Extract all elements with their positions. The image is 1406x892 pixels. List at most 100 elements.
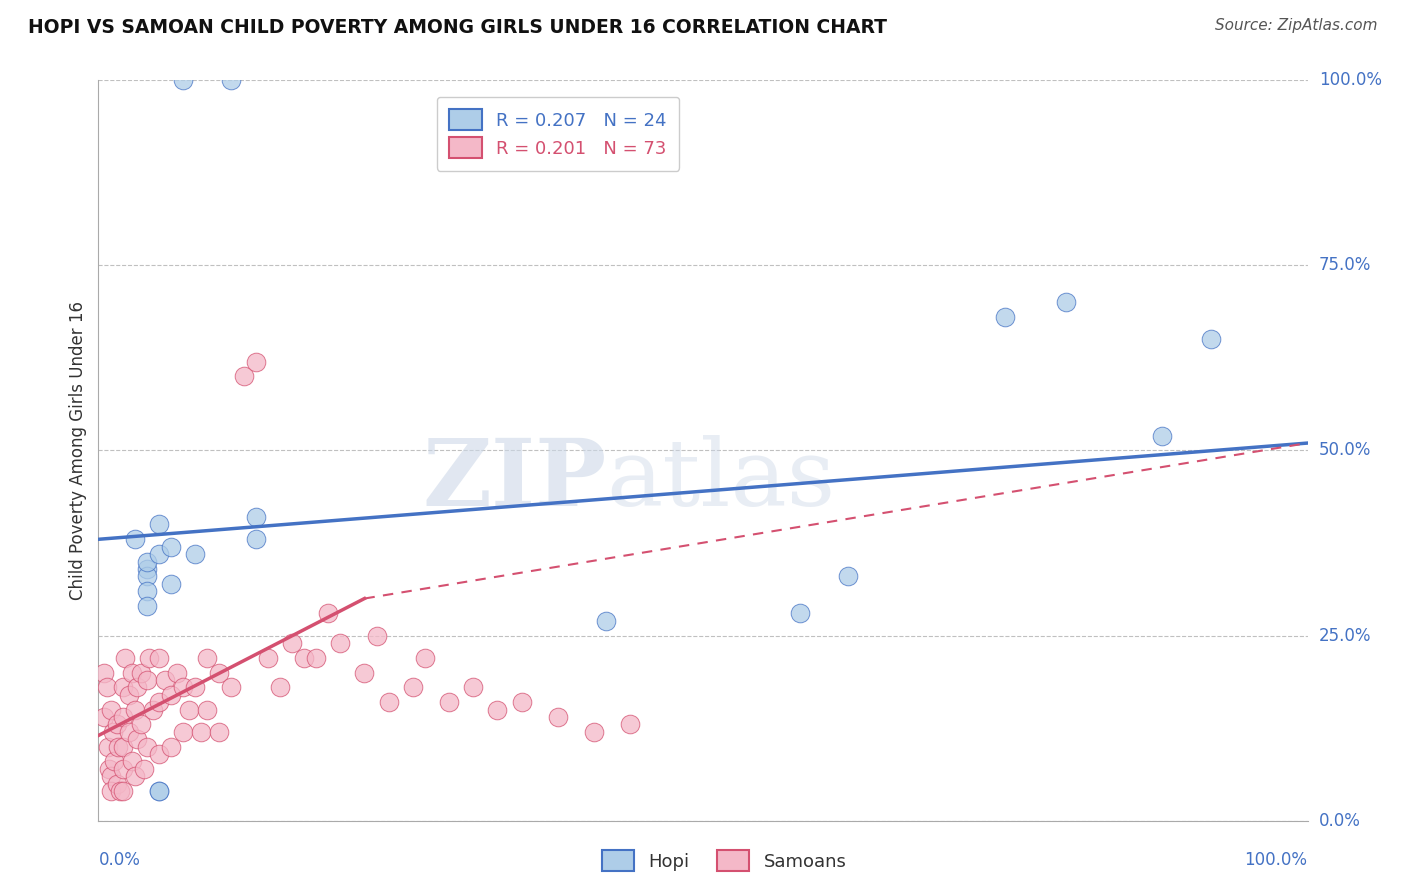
Point <box>129 717 152 731</box>
Point <box>93 665 115 680</box>
Point <box>135 555 157 569</box>
Point <box>486 703 509 717</box>
Point <box>124 703 146 717</box>
Point <box>127 681 149 695</box>
Point <box>124 533 146 547</box>
Point <box>100 703 122 717</box>
Point <box>148 695 170 709</box>
Point <box>329 636 352 650</box>
Point <box>153 673 176 687</box>
Point <box>292 650 315 665</box>
Point <box>172 73 194 87</box>
Point <box>172 724 194 739</box>
Text: 25.0%: 25.0% <box>1319 626 1371 645</box>
Point <box>221 681 243 695</box>
Point <box>103 755 125 769</box>
Point <box>245 354 267 368</box>
Point <box>547 710 569 724</box>
Point <box>124 769 146 783</box>
Point <box>269 681 291 695</box>
Point <box>195 703 218 717</box>
Point <box>135 584 157 599</box>
Point <box>245 510 267 524</box>
Point <box>232 369 254 384</box>
Point <box>413 650 436 665</box>
Point <box>463 681 485 695</box>
Legend: Hopi, Samoans: Hopi, Samoans <box>595 843 853 879</box>
Point <box>190 724 212 739</box>
Point <box>108 784 131 798</box>
Point <box>1199 332 1222 346</box>
Point <box>172 681 194 695</box>
Point <box>366 628 388 642</box>
Y-axis label: Child Poverty Among Girls Under 16: Child Poverty Among Girls Under 16 <box>69 301 87 600</box>
Point <box>160 739 183 754</box>
Point <box>510 695 533 709</box>
Point <box>221 73 243 87</box>
Text: Source: ZipAtlas.com: Source: ZipAtlas.com <box>1215 18 1378 33</box>
Point <box>118 724 141 739</box>
Point <box>111 762 134 776</box>
Point <box>184 681 207 695</box>
Text: 0.0%: 0.0% <box>98 851 141 869</box>
Point <box>142 703 165 717</box>
Point <box>179 703 201 717</box>
Point <box>619 717 641 731</box>
Legend: R = 0.207   N = 24, R = 0.201   N = 73: R = 0.207 N = 24, R = 0.201 N = 73 <box>436 96 679 171</box>
Point <box>208 724 231 739</box>
Point <box>134 762 156 776</box>
Text: 0.0%: 0.0% <box>1319 812 1361 830</box>
Point <box>1152 428 1174 442</box>
Point <box>97 739 120 754</box>
Text: 75.0%: 75.0% <box>1319 256 1371 275</box>
Point <box>583 724 606 739</box>
Text: 50.0%: 50.0% <box>1319 442 1371 459</box>
Text: ZIP: ZIP <box>422 435 606 525</box>
Point <box>160 540 183 554</box>
Point <box>148 747 170 761</box>
Point <box>111 739 134 754</box>
Point <box>789 607 811 621</box>
Point <box>111 784 134 798</box>
Point <box>148 784 170 798</box>
Point <box>111 710 134 724</box>
Point <box>305 650 328 665</box>
Point <box>101 724 124 739</box>
Point <box>160 576 183 591</box>
Point <box>316 607 339 621</box>
Point <box>208 665 231 680</box>
Point <box>135 562 157 576</box>
Point <box>96 681 118 695</box>
Point <box>129 665 152 680</box>
Point <box>195 650 218 665</box>
Point <box>105 717 128 731</box>
Point <box>994 310 1017 325</box>
Point <box>184 547 207 561</box>
Point <box>100 784 122 798</box>
Point <box>437 695 460 709</box>
Point <box>118 688 141 702</box>
Point <box>148 547 170 561</box>
Point <box>148 784 170 798</box>
Point <box>377 695 399 709</box>
Point <box>837 569 859 583</box>
Point <box>148 650 170 665</box>
Point <box>402 681 425 695</box>
Point <box>93 710 115 724</box>
Point <box>114 650 136 665</box>
Point <box>160 688 183 702</box>
Point <box>148 517 170 532</box>
Point <box>256 650 278 665</box>
Point <box>105 776 128 791</box>
Point <box>135 673 157 687</box>
Point <box>595 614 617 628</box>
Point <box>121 755 143 769</box>
Point <box>353 665 375 680</box>
Point <box>135 569 157 583</box>
Point <box>127 732 149 747</box>
Point <box>135 599 157 613</box>
Text: HOPI VS SAMOAN CHILD POVERTY AMONG GIRLS UNDER 16 CORRELATION CHART: HOPI VS SAMOAN CHILD POVERTY AMONG GIRLS… <box>28 18 887 37</box>
Point <box>281 636 304 650</box>
Point <box>138 650 160 665</box>
Point <box>111 681 134 695</box>
